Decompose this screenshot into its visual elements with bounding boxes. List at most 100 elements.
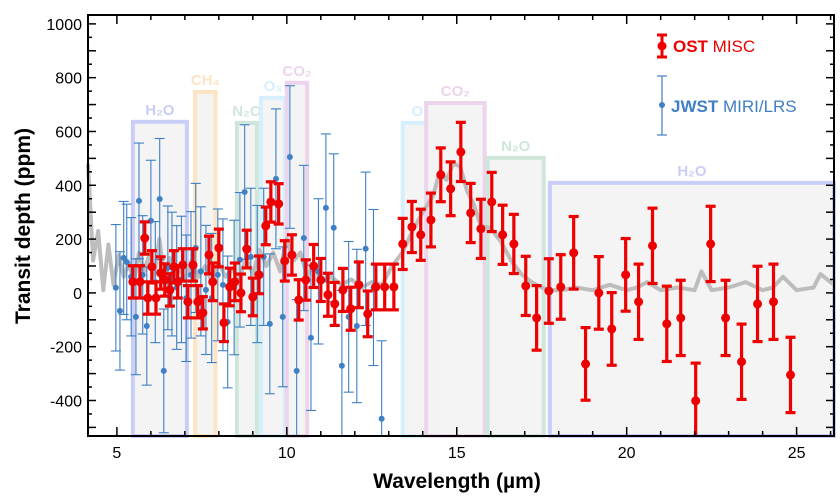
jwst-marker bbox=[300, 235, 307, 242]
ost-point bbox=[218, 302, 229, 344]
x-tick-label: 5 bbox=[112, 445, 121, 462]
legend-jwst-label: JWST MIRI/LRS bbox=[671, 97, 797, 116]
jwst-marker bbox=[322, 204, 329, 211]
ost-point bbox=[661, 284, 672, 364]
ost-marker bbox=[188, 260, 198, 270]
ost-point bbox=[465, 181, 476, 245]
ost-marker bbox=[301, 275, 311, 285]
band-label: O₃ bbox=[264, 78, 283, 95]
jwst-marker bbox=[116, 307, 123, 314]
x-tick-label: 20 bbox=[618, 445, 636, 462]
ost-marker bbox=[346, 304, 356, 314]
jwst-point bbox=[114, 251, 125, 371]
ost-point bbox=[508, 212, 519, 276]
jwst-marker bbox=[293, 367, 300, 374]
jwst-point bbox=[200, 224, 211, 356]
ost-point bbox=[155, 255, 166, 291]
jwst-marker bbox=[353, 322, 360, 329]
legend-ost-marker bbox=[657, 41, 667, 51]
ost-point bbox=[445, 160, 456, 218]
ost-point bbox=[379, 262, 390, 312]
jwst-marker bbox=[247, 253, 254, 260]
x-tick-label: 25 bbox=[788, 445, 806, 462]
legend-item-jwst: JWST MIRI/LRS bbox=[657, 75, 797, 136]
ost-point bbox=[241, 228, 252, 270]
jwst-point bbox=[376, 340, 387, 436]
ost-marker bbox=[208, 277, 218, 287]
ost-point bbox=[253, 254, 264, 296]
jwst-point bbox=[121, 203, 132, 321]
ost-point bbox=[329, 280, 340, 328]
ost-marker bbox=[230, 277, 240, 287]
ost-marker bbox=[389, 282, 399, 292]
ost-marker bbox=[183, 297, 193, 307]
ost-marker bbox=[287, 250, 297, 260]
ost-point bbox=[197, 295, 208, 331]
legend-jwst-marker bbox=[659, 102, 665, 108]
ost-marker bbox=[594, 288, 604, 298]
ost-marker bbox=[266, 197, 276, 207]
ost-marker bbox=[178, 260, 188, 270]
jwst-marker bbox=[266, 320, 273, 327]
ost-point bbox=[415, 207, 426, 262]
y-tick-label: -400 bbox=[50, 393, 82, 410]
x-axis-label: Wavelength (µm) bbox=[373, 470, 541, 493]
ost-marker bbox=[198, 308, 208, 318]
jwst-marker bbox=[286, 154, 293, 161]
y-tick-label: 600 bbox=[55, 124, 82, 141]
band-label: CH₄ bbox=[191, 72, 220, 89]
ost-point bbox=[182, 284, 193, 320]
band-label: CO₂ bbox=[282, 63, 311, 80]
ost-point bbox=[580, 325, 591, 402]
y-tick-label: -200 bbox=[50, 340, 82, 357]
jwst-point bbox=[133, 142, 144, 260]
jwst-marker bbox=[143, 322, 150, 329]
ost-marker bbox=[204, 250, 214, 260]
ost-marker bbox=[662, 319, 672, 329]
jwst-marker bbox=[160, 367, 167, 374]
ost-marker bbox=[380, 282, 390, 292]
ost-point bbox=[388, 262, 399, 312]
ost-point bbox=[260, 205, 271, 247]
ost-point bbox=[146, 249, 157, 285]
jwst-marker bbox=[202, 286, 209, 293]
ost-marker bbox=[280, 256, 290, 266]
jwst-marker bbox=[307, 334, 314, 341]
ost-marker bbox=[621, 270, 631, 280]
jwst-marker bbox=[241, 189, 248, 196]
jwst-marker bbox=[330, 224, 337, 231]
x-tick-label: 15 bbox=[448, 445, 466, 462]
ost-point bbox=[322, 271, 333, 318]
ost-point bbox=[207, 261, 218, 303]
jwst-marker bbox=[123, 258, 130, 265]
jwst-marker bbox=[214, 271, 221, 278]
ost-point bbox=[315, 256, 326, 304]
ost-marker bbox=[214, 243, 224, 253]
jwst-point bbox=[110, 224, 121, 352]
axes: -400 -200 0 200 400 600 800 1000 5 10 15 20 25 bbox=[46, 15, 834, 462]
ost-marker bbox=[330, 299, 340, 309]
ost-point bbox=[213, 227, 224, 269]
ost-marker bbox=[294, 295, 304, 305]
jwst-point bbox=[351, 248, 362, 404]
ost-point bbox=[768, 262, 779, 342]
y-tick-label: 1000 bbox=[46, 17, 82, 34]
jwst-point bbox=[360, 171, 371, 326]
ost-point bbox=[139, 220, 150, 256]
ost-point bbox=[785, 335, 796, 415]
ost-marker bbox=[466, 208, 476, 218]
y-tick-label: 400 bbox=[55, 178, 82, 195]
ost-point bbox=[362, 289, 373, 339]
ost-marker bbox=[274, 199, 284, 209]
ost-marker bbox=[128, 277, 138, 287]
ost-marker bbox=[532, 313, 542, 323]
ost-marker bbox=[143, 293, 153, 303]
ost-marker bbox=[254, 270, 264, 280]
jwst-marker bbox=[132, 313, 139, 320]
x-tick-label: 10 bbox=[278, 445, 296, 462]
jwst-marker bbox=[135, 197, 142, 204]
ost-marker bbox=[236, 288, 246, 298]
ost-point bbox=[486, 170, 497, 234]
ost-point bbox=[675, 278, 686, 358]
band-label: H₂O bbox=[145, 102, 174, 119]
